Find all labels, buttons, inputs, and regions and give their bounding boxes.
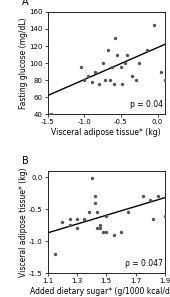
X-axis label: Added dietary sugar* (g/1000 kcal/day): Added dietary sugar* (g/1000 kcal/day) (30, 287, 170, 296)
X-axis label: Visceral adipose tissue* (kg): Visceral adipose tissue* (kg) (52, 128, 161, 137)
Point (164, 78, 166, 83)
Point (109, 78, 111, 83)
Point (111, 65, 114, 70)
Text: B: B (22, 156, 29, 166)
Point (99, 226, 102, 231)
Point (103, 78, 106, 83)
Point (112, 82, 115, 87)
Point (61, 219, 64, 224)
Point (106, 48, 109, 53)
Point (75, 217, 78, 221)
Point (79, 65, 82, 70)
Point (125, 52, 128, 57)
Point (123, 61, 126, 66)
Point (105, 213, 108, 218)
Point (68, 217, 71, 221)
Point (93, 200, 96, 205)
Point (156, 194, 159, 199)
Point (50, 112, 53, 117)
Point (99, 223, 102, 228)
Point (102, 229, 105, 234)
Point (131, 74, 133, 78)
Point (101, 61, 104, 66)
Point (83, 78, 86, 83)
Point (152, 217, 155, 221)
Point (134, 78, 137, 83)
Point (160, 69, 163, 74)
Point (127, 210, 130, 215)
Point (90, 80, 93, 84)
Text: p = 0.04: p = 0.04 (130, 100, 163, 109)
Point (96, 226, 99, 231)
Point (93, 194, 96, 199)
Point (94, 69, 97, 74)
Point (121, 82, 124, 87)
Text: A: A (22, 0, 28, 7)
Point (138, 61, 141, 66)
Point (142, 194, 144, 199)
Point (83, 217, 86, 221)
Point (164, 213, 166, 218)
Y-axis label: Fasting glucose (mg/dL): Fasting glucose (mg/dL) (19, 17, 28, 109)
Point (96, 210, 99, 215)
Point (120, 65, 122, 70)
Point (68, 223, 71, 228)
Point (145, 48, 148, 53)
Point (87, 74, 89, 78)
Text: ρ = 0.047: ρ = 0.047 (125, 259, 163, 268)
Point (54, 252, 56, 256)
Point (152, 22, 155, 27)
Point (75, 226, 78, 231)
Point (149, 197, 152, 202)
Point (114, 35, 116, 40)
Point (120, 229, 122, 234)
Point (87, 210, 90, 215)
Point (90, 176, 93, 181)
Point (105, 229, 108, 234)
Point (98, 82, 100, 87)
Point (112, 233, 115, 237)
Y-axis label: Visceral adipose tissue* (kg): Visceral adipose tissue* (kg) (19, 167, 28, 277)
Point (116, 52, 119, 57)
